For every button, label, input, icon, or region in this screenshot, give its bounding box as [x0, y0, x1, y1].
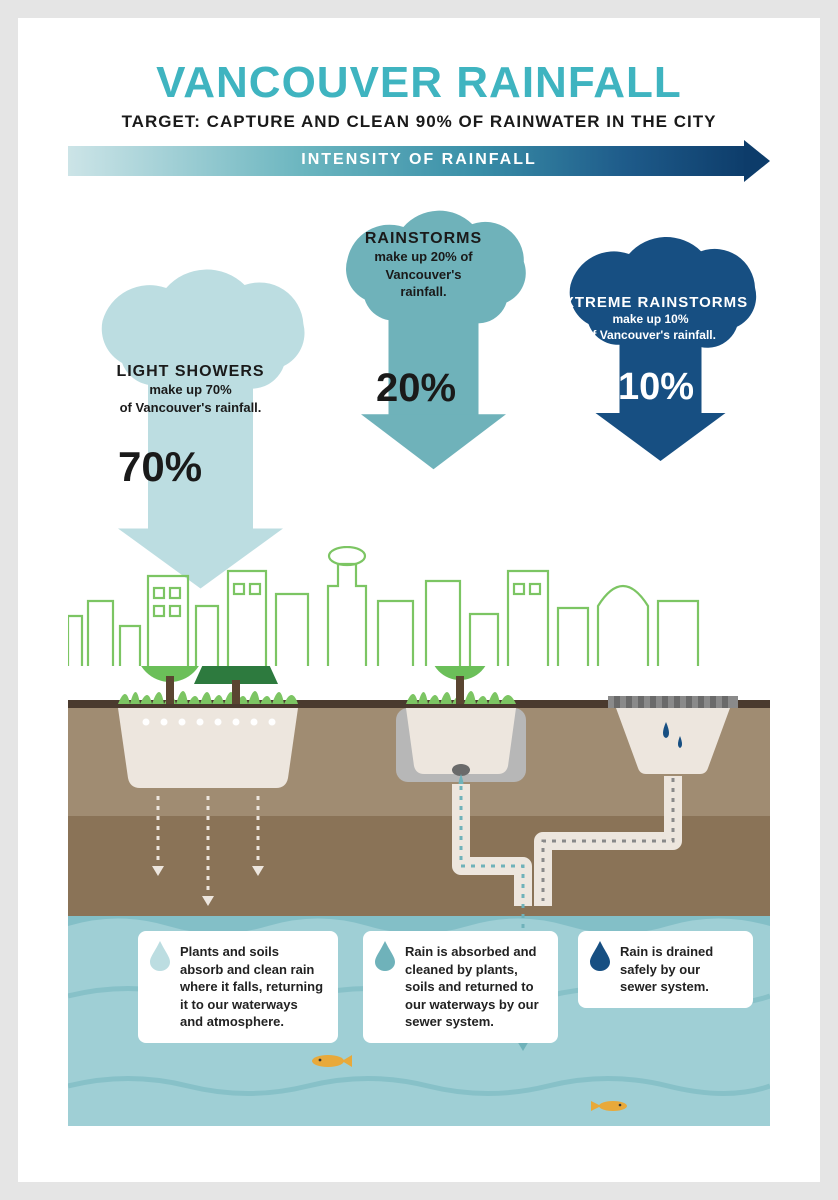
cloud-percent-2: 20%: [376, 366, 456, 411]
page-frame: VANCOUVER RAINFALL TARGET: CAPTURE AND C…: [0, 0, 838, 1200]
description-text: Plants and soils absorb and clean rain w…: [180, 944, 323, 1029]
droplet-icon: [148, 941, 172, 971]
cloud-title: LIGHT SHOWERS: [68, 363, 313, 381]
description-box-3: Rain is drained safely by our sewer syst…: [578, 931, 753, 1008]
cloud-desc-line: of Vancouver's rainfall.: [68, 399, 313, 417]
cloud-desc-line: rainfall.: [316, 283, 531, 301]
cloud-desc-line: of Vancouver's rainfall.: [538, 327, 763, 343]
cloud-desc-line: make up 20% of: [316, 248, 531, 266]
ground-section: Plants and soils absorb and clean rain w…: [68, 666, 770, 1126]
description-text: Rain is absorbed and cleaned by plants, …: [405, 944, 539, 1029]
page-title: VANCOUVER RAINFALL: [18, 18, 820, 108]
cloud-text-2: RAINSTORMSmake up 20% ofVancouver'srainf…: [316, 230, 531, 301]
cloud-text-1: LIGHT SHOWERSmake up 70%of Vancouver's r…: [68, 363, 313, 416]
intensity-label: INTENSITY OF RAINFALL: [68, 151, 770, 169]
cloud-title: RAINSTORMS: [316, 230, 531, 248]
skyline-illustration: [68, 546, 708, 666]
page-subtitle: TARGET: CAPTURE AND CLEAN 90% OF RAINWAT…: [18, 112, 820, 132]
droplet-icon: [373, 941, 397, 971]
description-box-1: Plants and soils absorb and clean rain w…: [138, 931, 338, 1043]
description-box-2: Rain is absorbed and cleaned by plants, …: [363, 931, 558, 1043]
cloud-title: EXTREME RAINSTORMS: [538, 294, 763, 311]
cloud-desc-line: make up 10%: [538, 311, 763, 327]
ground-svg: [68, 666, 770, 1126]
cloud-desc-line: make up 70%: [68, 381, 313, 399]
infographic-page: VANCOUVER RAINFALL TARGET: CAPTURE AND C…: [18, 18, 820, 1182]
droplet-icon: [588, 941, 612, 971]
grass-icon: [118, 691, 298, 704]
cloud-percent-1: 70%: [118, 443, 202, 491]
clouds-area: LIGHT SHOWERSmake up 70%of Vancouver's r…: [18, 188, 820, 548]
description-text: Rain is drained safely by our sewer syst…: [620, 944, 713, 994]
cloud-arrow-3: [538, 226, 783, 494]
cloud-percent-3: 10%: [618, 366, 694, 409]
cloud-text-3: EXTREME RAINSTORMSmake up 10%of Vancouve…: [538, 294, 763, 343]
intensity-bar: INTENSITY OF RAINFALL: [68, 146, 770, 176]
cloud-desc-line: Vancouver's: [316, 266, 531, 284]
